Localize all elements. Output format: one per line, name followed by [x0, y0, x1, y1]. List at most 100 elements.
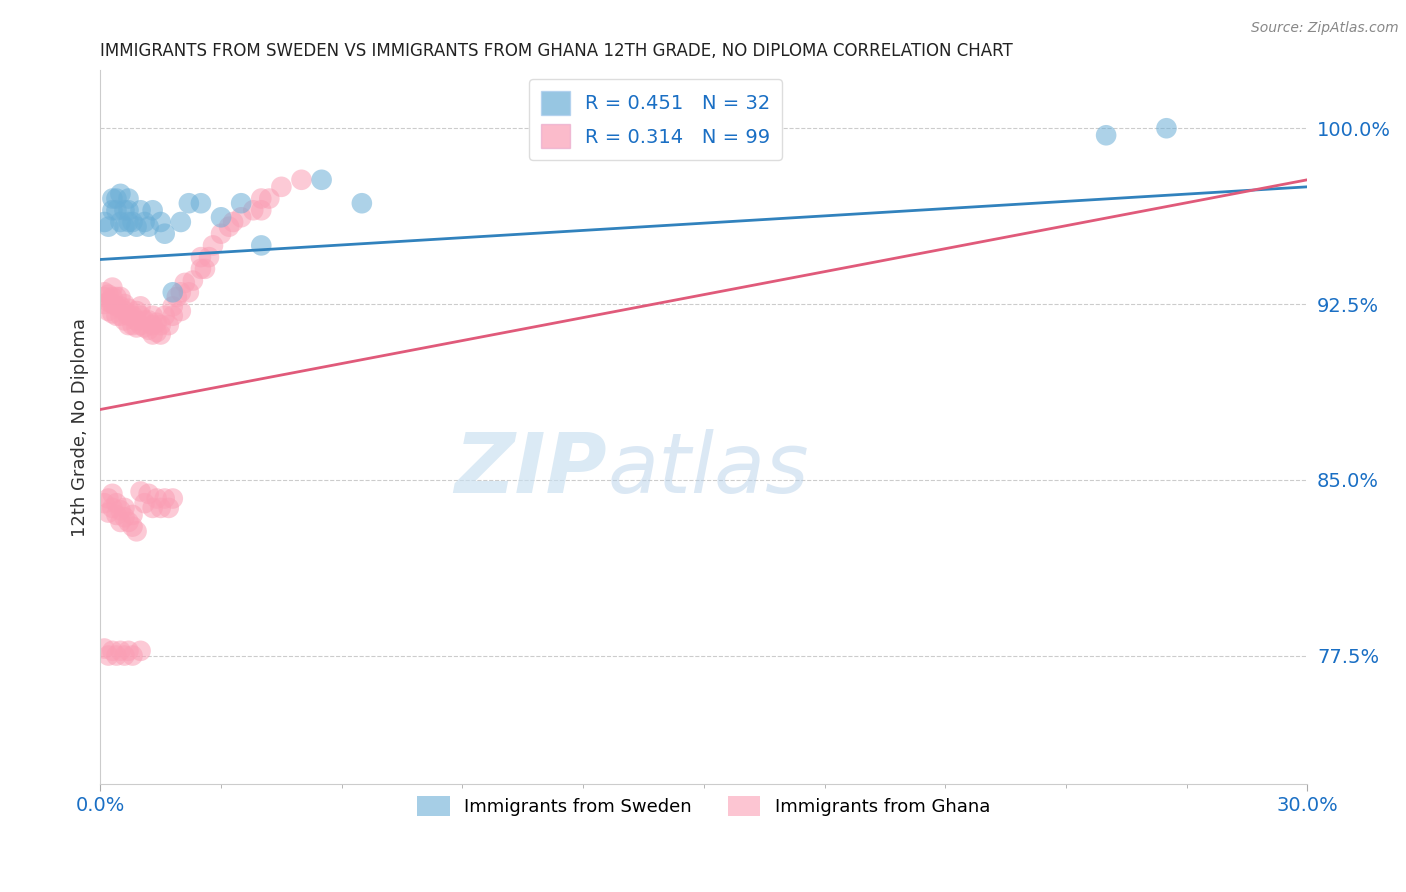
Point	[105, 648, 128, 663]
Point	[117, 644, 139, 658]
Point	[121, 309, 143, 323]
Point	[259, 192, 281, 206]
Point	[105, 203, 128, 218]
Point	[129, 644, 152, 658]
Point	[114, 203, 136, 218]
Point	[270, 179, 292, 194]
Point	[97, 506, 120, 520]
Point	[231, 211, 253, 225]
Point	[162, 491, 184, 506]
Point	[250, 192, 273, 206]
Point	[114, 510, 136, 524]
Point	[110, 186, 132, 201]
Text: ZIP: ZIP	[454, 429, 607, 510]
Point	[1095, 128, 1118, 143]
Point	[153, 309, 176, 323]
Point	[93, 641, 115, 656]
Point	[209, 227, 232, 241]
Point	[125, 320, 148, 334]
Point	[97, 287, 120, 301]
Point	[117, 301, 139, 316]
Point	[97, 294, 120, 309]
Point	[117, 318, 139, 332]
Point	[142, 309, 165, 323]
Point	[129, 318, 152, 332]
Point	[101, 644, 124, 658]
Point	[153, 491, 176, 506]
Point	[121, 508, 143, 522]
Point	[138, 219, 160, 234]
Point	[117, 309, 139, 323]
Point	[181, 274, 204, 288]
Point	[93, 297, 115, 311]
Point	[138, 323, 160, 337]
Text: IMMIGRANTS FROM SWEDEN VS IMMIGRANTS FROM GHANA 12TH GRADE, NO DIPLOMA CORRELATI: IMMIGRANTS FROM SWEDEN VS IMMIGRANTS FRO…	[100, 42, 1014, 60]
Point	[105, 192, 128, 206]
Point	[145, 491, 167, 506]
Point	[121, 215, 143, 229]
Point	[157, 318, 180, 332]
Point	[101, 306, 124, 320]
Point	[138, 487, 160, 501]
Point	[198, 250, 221, 264]
Point	[134, 496, 156, 510]
Point	[101, 203, 124, 218]
Point	[114, 500, 136, 515]
Point	[242, 203, 264, 218]
Point	[110, 215, 132, 229]
Point	[121, 519, 143, 533]
Point	[149, 500, 172, 515]
Point	[250, 238, 273, 252]
Point	[97, 648, 120, 663]
Point	[170, 285, 193, 300]
Point	[93, 215, 115, 229]
Point	[157, 500, 180, 515]
Point	[177, 285, 200, 300]
Point	[145, 325, 167, 339]
Point	[190, 261, 212, 276]
Point	[209, 211, 232, 225]
Point	[1156, 121, 1178, 136]
Point	[105, 496, 128, 510]
Legend: Immigrants from Sweden, Immigrants from Ghana: Immigrants from Sweden, Immigrants from …	[408, 787, 1000, 825]
Point	[231, 196, 253, 211]
Point	[125, 313, 148, 327]
Point	[149, 318, 172, 332]
Point	[105, 299, 128, 313]
Point	[311, 173, 333, 187]
Point	[121, 318, 143, 332]
Point	[170, 215, 193, 229]
Point	[149, 327, 172, 342]
Point	[117, 203, 139, 218]
Point	[129, 309, 152, 323]
Point	[129, 203, 152, 218]
Point	[105, 290, 128, 304]
Point	[145, 316, 167, 330]
Point	[110, 503, 132, 517]
Point	[142, 500, 165, 515]
Point	[93, 496, 115, 510]
Point	[101, 192, 124, 206]
Point	[170, 304, 193, 318]
Point	[110, 515, 132, 529]
Point	[162, 285, 184, 300]
Point	[194, 261, 217, 276]
Point	[173, 276, 195, 290]
Point	[110, 309, 132, 323]
Point	[129, 299, 152, 313]
Point	[117, 192, 139, 206]
Point	[97, 219, 120, 234]
Point	[290, 173, 312, 187]
Point	[138, 313, 160, 327]
Point	[101, 290, 124, 304]
Point	[114, 297, 136, 311]
Point	[149, 215, 172, 229]
Point	[153, 227, 176, 241]
Point	[110, 299, 132, 313]
Point	[110, 644, 132, 658]
Point	[101, 500, 124, 515]
Point	[125, 304, 148, 318]
Point	[218, 219, 240, 234]
Point	[114, 219, 136, 234]
Point	[142, 203, 165, 218]
